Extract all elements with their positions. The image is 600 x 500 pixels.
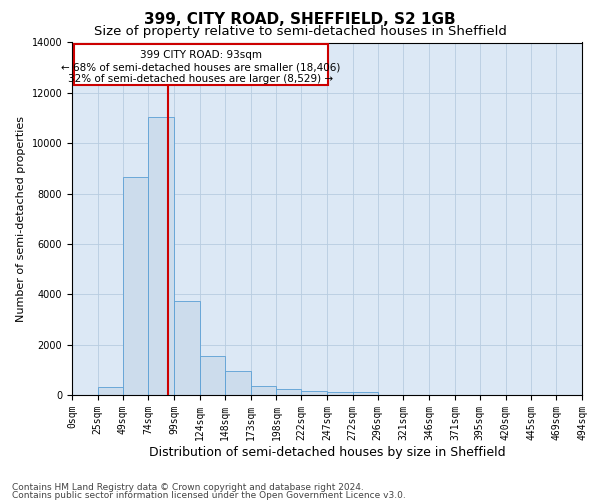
Text: 399 CITY ROAD: 93sqm: 399 CITY ROAD: 93sqm [140,50,262,60]
Text: 399, CITY ROAD, SHEFFIELD, S2 1GB: 399, CITY ROAD, SHEFFIELD, S2 1GB [144,12,456,28]
Bar [174,300,200,395]
Bar [148,117,174,395]
Bar [74,44,328,86]
Y-axis label: Number of semi-detached properties: Number of semi-detached properties [16,116,26,322]
Bar [353,392,377,395]
Bar [98,388,122,395]
Bar [251,386,277,395]
Bar [122,177,148,395]
X-axis label: Distribution of semi-detached houses by size in Sheffield: Distribution of semi-detached houses by … [149,446,505,458]
Text: Size of property relative to semi-detached houses in Sheffield: Size of property relative to semi-detach… [94,25,506,38]
Text: ← 68% of semi-detached houses are smaller (18,406): ← 68% of semi-detached houses are smalle… [61,62,341,72]
Bar [301,391,327,395]
Text: Contains public sector information licensed under the Open Government Licence v3: Contains public sector information licen… [12,491,406,500]
Text: Contains HM Land Registry data © Crown copyright and database right 2024.: Contains HM Land Registry data © Crown c… [12,484,364,492]
Bar [225,371,251,395]
Bar [200,356,225,395]
Bar [327,392,353,395]
Text: 32% of semi-detached houses are larger (8,529) →: 32% of semi-detached houses are larger (… [68,74,334,84]
Bar [277,390,301,395]
